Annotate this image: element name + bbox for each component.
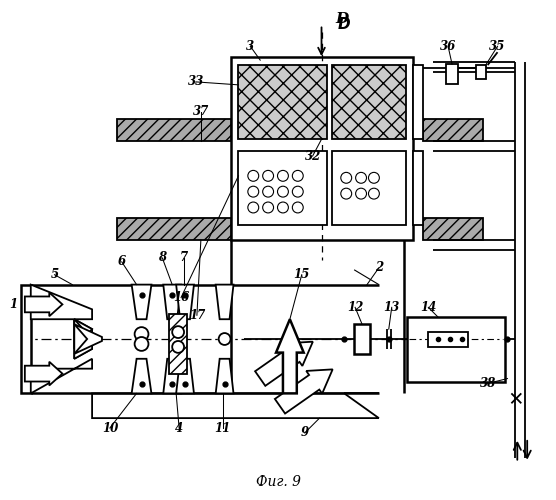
Text: 7: 7	[180, 252, 188, 264]
Circle shape	[369, 188, 379, 199]
Bar	[239, 151, 327, 226]
Text: 17: 17	[189, 309, 205, 322]
Polygon shape	[216, 284, 234, 319]
Text: 9: 9	[301, 426, 309, 440]
Circle shape	[262, 170, 274, 181]
Circle shape	[135, 337, 148, 351]
Text: D: D	[336, 12, 349, 26]
Polygon shape	[176, 359, 194, 394]
Text: 11: 11	[215, 422, 231, 434]
Circle shape	[292, 186, 303, 197]
Circle shape	[356, 188, 366, 199]
Text: 2: 2	[375, 262, 383, 274]
Text: Фиг. 9: Фиг. 9	[256, 476, 300, 490]
Polygon shape	[75, 324, 102, 354]
Circle shape	[341, 188, 352, 199]
Bar	[117, 120, 231, 141]
Bar	[354, 324, 370, 354]
Circle shape	[248, 186, 259, 197]
Bar	[332, 151, 405, 226]
Bar	[446, 64, 458, 84]
Polygon shape	[25, 362, 62, 386]
Text: 32: 32	[305, 150, 321, 162]
Circle shape	[292, 170, 303, 181]
Polygon shape	[75, 319, 92, 359]
Circle shape	[277, 202, 289, 213]
Bar	[169, 314, 187, 374]
Bar	[414, 151, 423, 226]
Bar	[476, 65, 486, 79]
Polygon shape	[25, 292, 62, 316]
Circle shape	[172, 341, 184, 353]
Circle shape	[248, 202, 259, 213]
Polygon shape	[31, 359, 92, 394]
Polygon shape	[163, 284, 181, 319]
Circle shape	[292, 202, 303, 213]
Text: 5: 5	[51, 268, 58, 281]
Bar	[117, 218, 231, 240]
Text: 1: 1	[9, 298, 17, 311]
Text: 4: 4	[175, 422, 183, 434]
Text: 3: 3	[246, 40, 255, 53]
Text: 12: 12	[347, 301, 363, 314]
Polygon shape	[176, 284, 194, 319]
Bar	[231, 57, 414, 240]
Polygon shape	[276, 319, 304, 394]
Circle shape	[369, 172, 379, 183]
Text: 37: 37	[193, 105, 209, 118]
Bar	[406, 317, 505, 382]
Polygon shape	[31, 284, 92, 319]
Text: 8: 8	[158, 252, 166, 264]
Text: 13: 13	[384, 301, 400, 314]
Bar	[428, 332, 468, 347]
Polygon shape	[255, 342, 313, 386]
Text: 6: 6	[118, 256, 126, 268]
Text: 14: 14	[420, 301, 436, 314]
Circle shape	[219, 333, 231, 345]
Bar	[332, 65, 405, 139]
Circle shape	[341, 172, 352, 183]
Polygon shape	[216, 359, 234, 394]
Text: 33: 33	[188, 76, 204, 88]
Polygon shape	[75, 319, 92, 349]
Polygon shape	[75, 319, 92, 359]
Polygon shape	[163, 359, 181, 394]
Circle shape	[277, 186, 289, 197]
Bar	[21, 284, 31, 394]
Bar	[414, 65, 423, 139]
Circle shape	[172, 326, 184, 338]
Polygon shape	[132, 359, 151, 394]
Text: 15: 15	[294, 268, 310, 281]
Bar	[423, 120, 483, 141]
Bar	[423, 218, 483, 240]
Circle shape	[356, 172, 366, 183]
Circle shape	[262, 186, 274, 197]
Polygon shape	[132, 284, 151, 319]
Text: 36: 36	[440, 40, 456, 53]
Circle shape	[135, 327, 148, 341]
Text: 16: 16	[173, 291, 189, 304]
Circle shape	[277, 170, 289, 181]
Bar	[239, 65, 327, 139]
Text: D: D	[338, 17, 351, 32]
Text: 35: 35	[489, 40, 505, 53]
Text: 38: 38	[479, 377, 496, 390]
Circle shape	[262, 202, 274, 213]
Polygon shape	[92, 394, 379, 418]
Circle shape	[248, 170, 259, 181]
Text: 10: 10	[102, 422, 118, 434]
Polygon shape	[275, 370, 332, 414]
